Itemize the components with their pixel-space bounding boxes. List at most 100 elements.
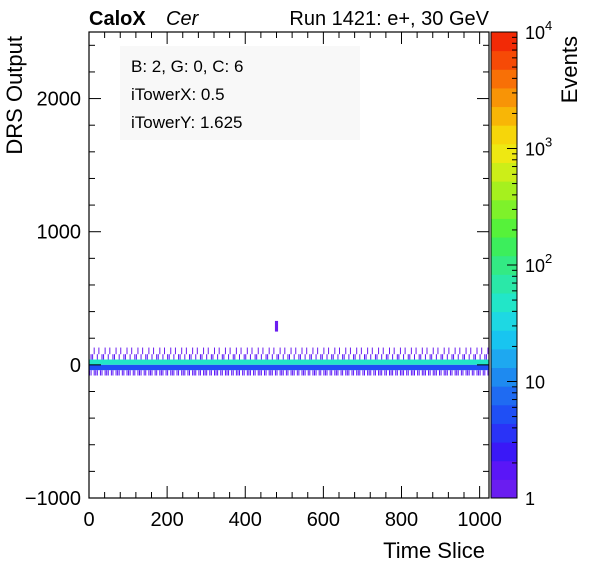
heatmap-cell (146, 354, 148, 360)
heatmap-cell (89, 364, 489, 371)
heatmap-cell (132, 370, 134, 376)
color-scale-segment (491, 479, 517, 499)
heatmap-cell (260, 370, 262, 376)
heatmap-cell (212, 354, 214, 360)
heatmap-cell (156, 370, 158, 376)
heatmap-cell (290, 347, 292, 355)
x-tick-label: 800 (385, 509, 418, 531)
heatmap-cell (342, 370, 344, 376)
heatmap-cell (346, 370, 348, 376)
heatmap-cell (165, 370, 167, 376)
color-scale-segment (491, 181, 517, 201)
heatmap-cell (248, 370, 250, 376)
heatmap-cell (190, 354, 192, 360)
heatmap-cell (218, 347, 220, 355)
heatmap-cell (193, 370, 195, 376)
heatmap-cell (204, 370, 206, 376)
header-channel: Cer (166, 8, 200, 30)
heatmap-cell (224, 370, 226, 376)
info-line-3: iTowerY: 1.625 (131, 113, 243, 132)
heatmap-cell (342, 354, 344, 360)
heatmap-cell (481, 347, 483, 355)
heatmap-cell (487, 370, 489, 376)
heatmap-cell (173, 354, 175, 360)
heatmap-cell (274, 370, 276, 376)
heatmap-cell (367, 370, 369, 376)
heatmap-cell (376, 354, 378, 360)
color-scale-segment (491, 292, 517, 313)
y-tick-label: 1000 (37, 222, 82, 244)
heatmap-cell (389, 370, 390, 376)
heatmap-cell (457, 370, 459, 376)
heatmap-cell (359, 370, 361, 376)
heatmap-cell (365, 354, 367, 360)
heatmap-cell (137, 370, 139, 376)
heatmap-cell (135, 354, 137, 360)
heatmap-cell (312, 370, 314, 376)
heatmap-cell (385, 354, 387, 360)
heatmap-cell (312, 347, 314, 355)
heatmap-cell (315, 354, 317, 360)
heatmap-cell (184, 370, 186, 376)
heatmap-cell (462, 370, 464, 376)
heatmap-cell (424, 370, 426, 376)
heatmap-cell (364, 370, 365, 376)
z-tick-label: 1 (525, 489, 535, 509)
heatmap-cell (101, 370, 103, 376)
x-axis: 0 200 400 600 800 1000 (83, 32, 502, 531)
heatmap-cell (170, 370, 172, 376)
heatmap-cell (404, 347, 406, 355)
heatmap-cell (279, 347, 281, 355)
heatmap-cell (226, 370, 228, 376)
heatmap-cell (153, 347, 155, 355)
heatmap-cell (285, 370, 287, 376)
heatmap-cell (131, 347, 133, 355)
heatmap-cell (373, 370, 375, 376)
y-axis: −1000 0 1000 2000 (25, 44, 489, 510)
heatmap-cell (320, 370, 322, 376)
heatmap-cell (107, 354, 109, 360)
heatmap-cell (140, 354, 142, 360)
heatmap-cell (118, 370, 120, 376)
heatmap-cell (168, 354, 170, 360)
heatmap-cell (234, 354, 236, 360)
heatmap-cell (232, 370, 234, 376)
heatmap-cell (268, 370, 270, 376)
heatmap-cell (390, 370, 392, 376)
heatmap-cell (473, 354, 475, 360)
heatmap-cell (174, 347, 176, 355)
heatmap-cell (374, 354, 376, 360)
heatmap-cell (468, 354, 470, 360)
heatmap-cell (210, 354, 212, 360)
color-scale-segment (491, 50, 517, 70)
plot-frame (88, 31, 490, 499)
heatmap-cell (306, 347, 308, 355)
heatmap-cell (453, 354, 455, 360)
heatmap-cell (182, 370, 184, 376)
heatmap-cell (181, 370, 183, 376)
info-box-background (120, 46, 360, 140)
heatmap-cell (457, 354, 459, 360)
heatmap-cell (476, 370, 478, 376)
heatmap-cell (370, 354, 372, 360)
heatmap-cell (348, 354, 350, 360)
heatmap-cell (326, 354, 328, 360)
heatmap-cell (207, 347, 209, 355)
heatmap-cell (339, 347, 340, 355)
heatmap-cell (443, 347, 445, 355)
color-scale-segment (491, 274, 517, 294)
heatmap-cell (410, 347, 412, 355)
heatmap-cell (93, 347, 95, 355)
info-box: B: 2, G: 0, C: 6 iTowerX: 0.5 iTowerY: 1… (120, 46, 360, 140)
heatmap-cell (203, 347, 205, 355)
heatmap-cell (282, 370, 284, 376)
heatmap-cell (407, 370, 409, 376)
heatmap-cell (399, 370, 401, 376)
heatmap-cell (217, 370, 219, 376)
heatmap-cell (253, 370, 255, 376)
heatmap-cell (159, 347, 161, 355)
heatmap-cell (195, 370, 197, 376)
heatmap-cell (187, 370, 189, 376)
heatmap-cell (470, 347, 472, 355)
